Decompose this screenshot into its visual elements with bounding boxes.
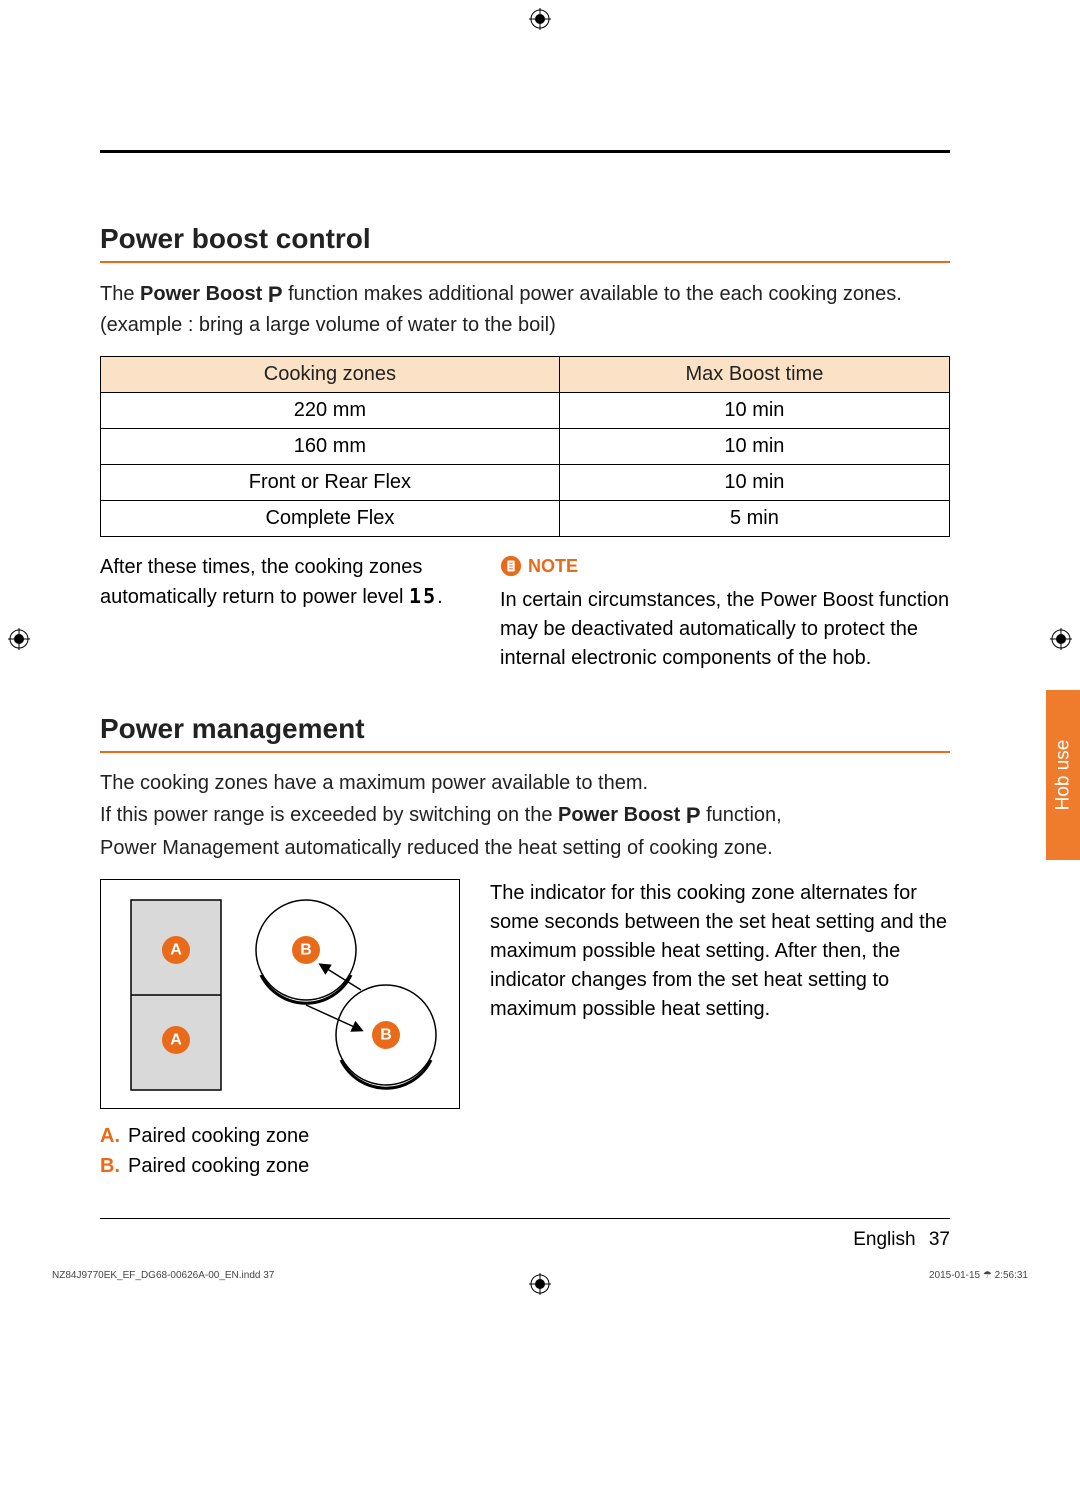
page-footer: English 37 (100, 1218, 950, 1251)
text: The (100, 283, 140, 305)
note-icon (500, 555, 522, 577)
pm-left-col: A A B B A. Paired cooking zone B. Paired c… (100, 879, 460, 1181)
registration-mark-icon (529, 8, 551, 30)
table-row: 160 mm 10 min (101, 428, 950, 464)
text: function, (706, 804, 782, 826)
legend-a-label: A. (100, 1125, 120, 1147)
footer-page: 37 (929, 1229, 950, 1250)
power-boost-p-icon: P (686, 800, 701, 832)
text: . (437, 586, 443, 608)
boost-table: Cooking zones Max Boost time 220 mm 10 m… (100, 356, 950, 537)
heading-power-management: Power management (100, 713, 950, 753)
marker-b-label: B (300, 941, 312, 958)
note-text: In certain circumstances, the Power Boos… (500, 586, 950, 673)
cooking-zone-diagram-icon: A A B B (101, 880, 461, 1110)
side-tab-label: Hob use (1052, 740, 1074, 811)
marker-b-label: B (380, 1026, 392, 1043)
page-content: Power boost control The Power Boost P fu… (100, 150, 950, 1181)
note-badge: NOTE (500, 553, 578, 579)
table-cell: 10 min (559, 392, 949, 428)
note-block: NOTE In certain circumstances, the Power… (500, 553, 950, 673)
text: After these times, the cooking zones aut… (100, 556, 422, 608)
pm-p2: If this power range is exceeded by switc… (100, 800, 950, 832)
table-row: Front or Rear Flex 10 min (101, 464, 950, 500)
legend-a: A. Paired cooking zone (100, 1121, 460, 1151)
marker-a-label: A (170, 1031, 182, 1048)
table-row: 220 mm 10 min (101, 392, 950, 428)
pm-row: A A B B A. Paired cooking zone B. Paired c… (100, 879, 950, 1181)
table-cell: Front or Rear Flex (101, 464, 560, 500)
marker-a-label: A (170, 941, 182, 958)
power-boost-bold: Power Boost (140, 283, 262, 305)
side-tab-hob-use: Hob use (1046, 690, 1080, 860)
legend-b: B. Paired cooking zone (100, 1151, 460, 1181)
power-boost-p-icon: P (268, 279, 283, 311)
power-level-15-icon: 15 (409, 582, 437, 611)
table-cell: 5 min (559, 500, 949, 536)
pm-p3: Power Management automatically reduced t… (100, 834, 950, 863)
table-row: Complete Flex 5 min (101, 500, 950, 536)
note-row: After these times, the cooking zones aut… (100, 553, 950, 673)
pm-right-text: The indicator for this cooking zone alte… (490, 879, 950, 1181)
table-header: Cooking zones (101, 356, 560, 392)
registration-mark-icon (8, 628, 30, 650)
table-cell: 10 min (559, 428, 949, 464)
registration-mark-icon (1050, 628, 1072, 650)
table-cell: Complete Flex (101, 500, 560, 536)
diagram-legend: A. Paired cooking zone B. Paired cooking z… (100, 1121, 460, 1181)
text: If this power range is exceeded by switc… (100, 804, 558, 826)
legend-b-label: B. (100, 1155, 120, 1177)
legend-b-text: Paired cooking zone (128, 1155, 309, 1177)
imprint-left: NZ84J9770EK_EF_DG68-00626A-00_EN.indd 37 (52, 1270, 274, 1281)
registration-mark-icon (529, 1273, 551, 1295)
table-cell: 160 mm (101, 428, 560, 464)
imprint-right: 2015-01-15 ☂ 2:56:31 (929, 1270, 1028, 1281)
after-times-text: After these times, the cooking zones aut… (100, 553, 470, 673)
pm-p1: The cooking zones have a maximum power a… (100, 769, 950, 798)
footer-lang: English (853, 1229, 915, 1250)
top-rule (100, 150, 950, 153)
table-cell: 10 min (559, 464, 949, 500)
legend-a-text: Paired cooking zone (128, 1125, 309, 1147)
heading-power-boost: Power boost control (100, 223, 950, 263)
pm-diagram: A A B B (100, 879, 460, 1109)
power-boost-bold: Power Boost (558, 804, 680, 826)
table-header: Max Boost time (559, 356, 949, 392)
table-cell: 220 mm (101, 392, 560, 428)
note-label: NOTE (528, 553, 578, 579)
power-boost-intro: The Power Boost P function makes additio… (100, 279, 950, 340)
